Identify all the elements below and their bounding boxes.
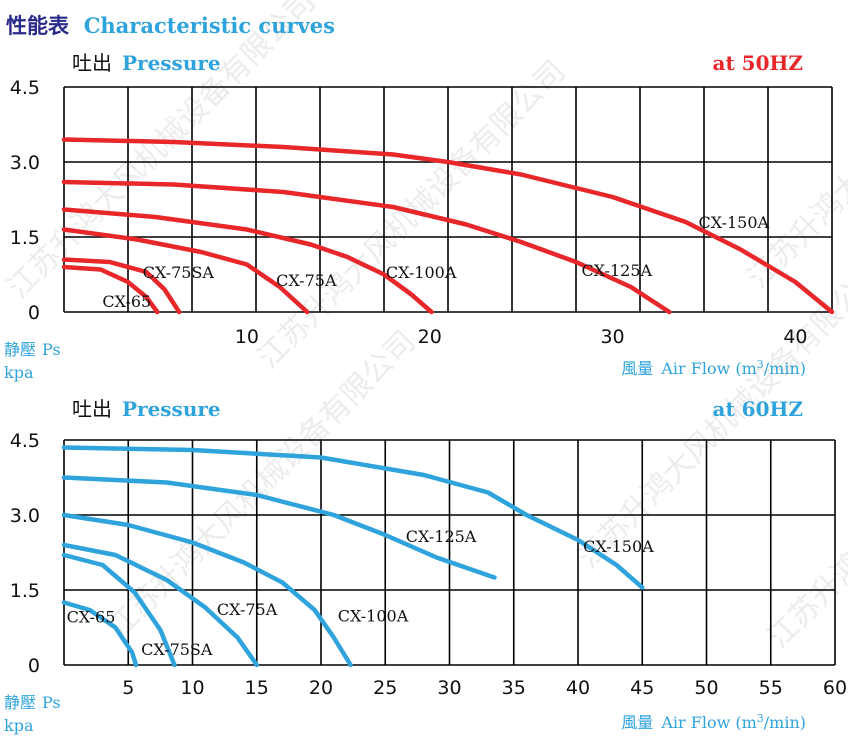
y-axis-title: 吐出 Pressure bbox=[72, 51, 221, 75]
series-line-cx-150a bbox=[61, 445, 645, 590]
page-title-cn: 性能表 bbox=[6, 14, 70, 38]
y-tick-label: 3.0 bbox=[10, 152, 40, 174]
x-tick-label: 50 bbox=[694, 677, 718, 699]
x-axis-title-suffix: /min) bbox=[764, 359, 806, 378]
series-line-cx-75sa bbox=[61, 552, 177, 668]
y-tick-label: 1.5 bbox=[10, 580, 40, 602]
unit-label: kpa bbox=[4, 363, 34, 382]
unit-label: kpa bbox=[4, 716, 34, 735]
x-axis-title-cn: 風量 bbox=[621, 359, 653, 378]
x-tick-label: 60 bbox=[823, 677, 847, 699]
watermark-text: 江苏升鸿大风机械设备有限公司 bbox=[571, 254, 848, 576]
x-tick-label: 20 bbox=[418, 326, 442, 348]
series-line-cx-65 bbox=[61, 264, 160, 315]
x-tick-label: 15 bbox=[245, 677, 269, 699]
series-label: CX-75SA bbox=[143, 263, 215, 282]
x-axis-title-en: Air Flow (m bbox=[660, 713, 756, 732]
series-label: CX-125A bbox=[581, 261, 652, 280]
series-label: CX-100A bbox=[338, 607, 409, 626]
y-axis-title-en: Pressure bbox=[122, 51, 221, 75]
series-line-cx-75a bbox=[61, 542, 260, 668]
series-line-cx-100a bbox=[61, 512, 353, 668]
page-title-en: Characteristic curves bbox=[84, 13, 335, 38]
x-tick-label: 30 bbox=[437, 677, 461, 699]
watermark-text: 江苏升鸿大风机械设备有限公司 bbox=[1, 0, 323, 306]
static-pressure-label: 静壓 Ps bbox=[4, 693, 61, 712]
frequency-label: at 60HZ bbox=[713, 397, 804, 421]
watermark-text: 江苏升鸿大风机械设备有限公司 bbox=[251, 54, 573, 376]
static-pressure-en: Ps bbox=[42, 693, 61, 712]
series-line-cx-125a bbox=[61, 179, 672, 315]
x-tick-label: 5 bbox=[122, 677, 134, 699]
series-label: CX-75SA bbox=[141, 640, 213, 659]
series-line-cx-75a bbox=[61, 227, 310, 315]
x-axis-title: 風量 Air Flow (m3/min) bbox=[621, 712, 806, 732]
x-tick-label: 40 bbox=[566, 677, 590, 699]
x-axis-title-sup: 3 bbox=[757, 712, 764, 725]
y-tick-label: 0 bbox=[28, 302, 40, 324]
x-axis-title-en: Air Flow (m bbox=[660, 359, 756, 378]
page-title: 性能表 Characteristic curves bbox=[6, 13, 335, 38]
static-pressure-cn: 静壓 bbox=[4, 693, 36, 712]
x-tick-label: 45 bbox=[630, 677, 654, 699]
series-label: CX-150A bbox=[583, 537, 654, 556]
y-tick-label: 1.5 bbox=[10, 227, 40, 249]
series-line-cx-150a bbox=[61, 137, 835, 315]
static-pressure-en: Ps bbox=[42, 340, 61, 359]
y-tick-label: 0 bbox=[28, 655, 40, 677]
x-tick-label: 30 bbox=[600, 326, 624, 348]
y-tick-label: 4.5 bbox=[10, 77, 40, 99]
series-label: CX-150A bbox=[699, 213, 770, 232]
x-axis-title-suffix: /min) bbox=[764, 713, 806, 732]
y-tick-label: 4.5 bbox=[10, 430, 40, 452]
series-label: CX-65 bbox=[102, 292, 151, 311]
x-axis-title-sup: 3 bbox=[757, 358, 764, 371]
series-label: CX-75A bbox=[276, 271, 337, 290]
x-tick-label: 25 bbox=[373, 677, 397, 699]
series-label: CX-75A bbox=[217, 600, 278, 619]
series-label: CX-125A bbox=[406, 527, 477, 546]
x-tick-label: 20 bbox=[309, 677, 333, 699]
series-line-cx-75sa bbox=[61, 257, 182, 315]
series-line-cx-125a bbox=[61, 475, 497, 580]
y-axis-title-en: Pressure bbox=[122, 397, 221, 421]
y-axis-title: 吐出 Pressure bbox=[72, 397, 221, 421]
x-tick-label: 10 bbox=[235, 326, 259, 348]
x-axis-title-cn: 風量 bbox=[621, 713, 653, 732]
y-axis-title-cn: 吐出 bbox=[72, 397, 112, 421]
series-label: CX-100A bbox=[386, 263, 457, 282]
x-axis-title: 風量 Air Flow (m3/min) bbox=[621, 358, 806, 378]
x-tick-label: 55 bbox=[759, 677, 783, 699]
y-axis-title-cn: 吐出 bbox=[72, 51, 112, 75]
series-line-cx-100a bbox=[61, 207, 434, 315]
frequency-label: at 50HZ bbox=[713, 51, 804, 75]
watermark-text: 江苏升鸿大风机械设备有限公司 bbox=[101, 324, 423, 646]
static-pressure-cn: 静壓 bbox=[4, 340, 36, 359]
x-tick-label: 10 bbox=[180, 677, 204, 699]
chart-50hz: 吐出 Pressure at 50HZ 4.5 3.0 1.5 0 10 20 30 40 CX-65… bbox=[4, 51, 835, 382]
static-pressure-label: 静壓 Ps bbox=[4, 340, 61, 359]
x-tick-label: 35 bbox=[502, 677, 526, 699]
x-tick-label: 40 bbox=[783, 326, 807, 348]
y-tick-label: 3.0 bbox=[10, 505, 40, 527]
series-line-cx-65 bbox=[61, 600, 139, 668]
series-label: CX-65 bbox=[67, 608, 116, 627]
